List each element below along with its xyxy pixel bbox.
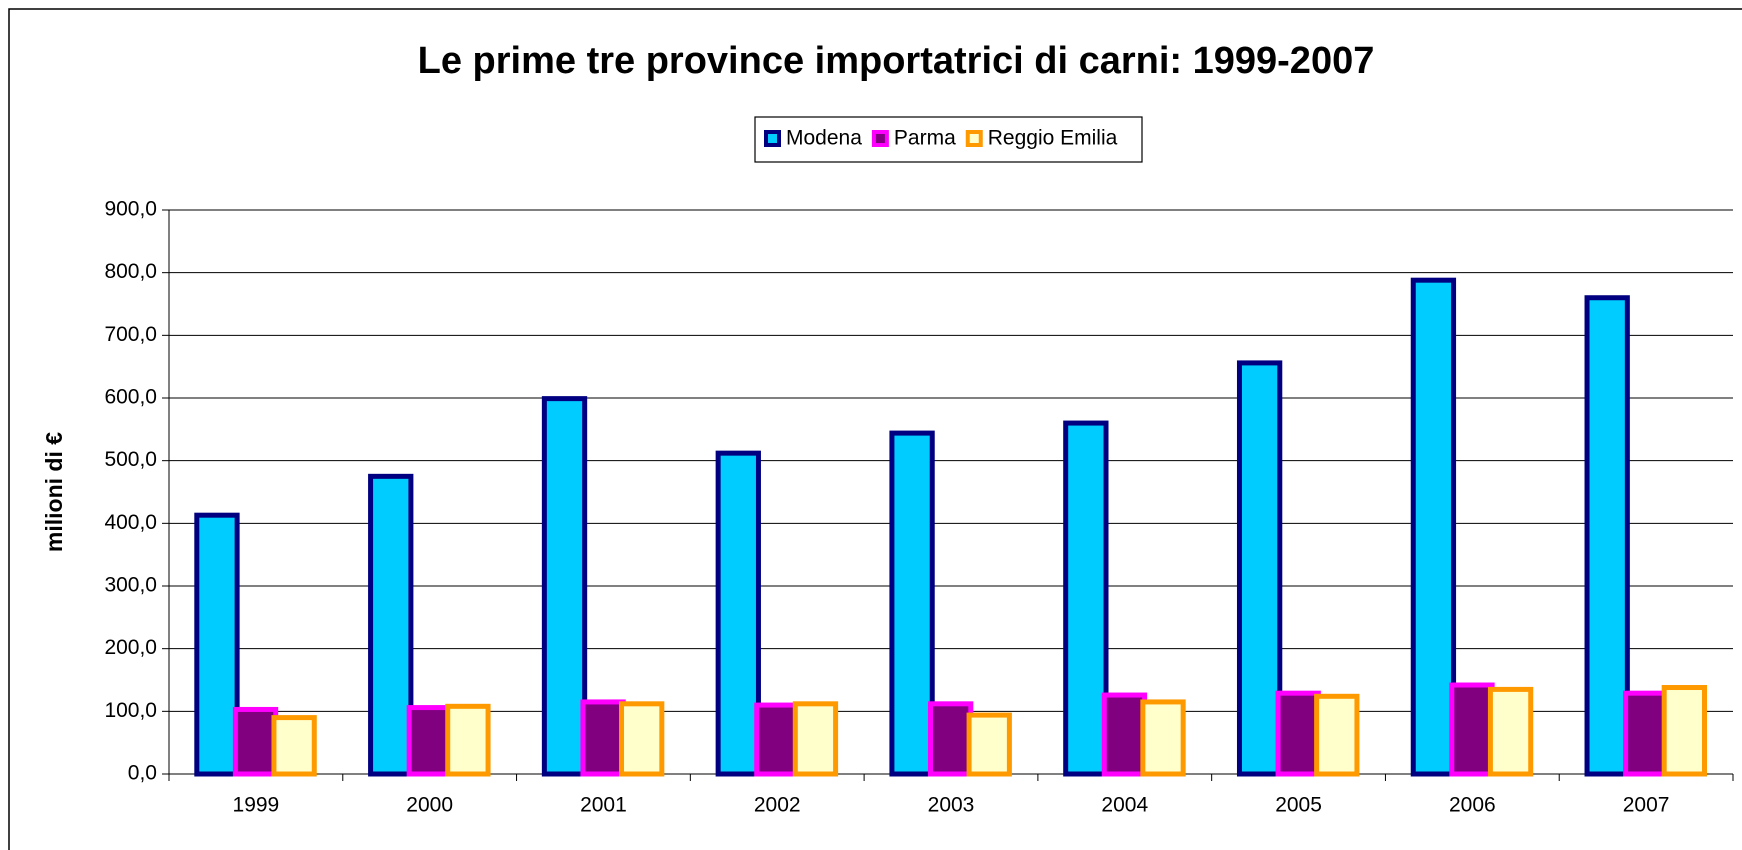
- bar: [1140, 699, 1186, 777]
- bar: [619, 701, 665, 777]
- x-tick-label: 2006: [1449, 794, 1496, 817]
- x-tick-label: 2005: [1275, 794, 1322, 817]
- bar: [271, 715, 317, 777]
- bar: [445, 703, 491, 777]
- y-tick-label: 200,0: [104, 636, 157, 659]
- bar: [1661, 685, 1708, 777]
- bar: [1584, 295, 1630, 777]
- y-tick-label: 400,0: [104, 511, 157, 534]
- bar: [792, 701, 839, 777]
- bar: [889, 430, 935, 777]
- legend-swatch: [764, 130, 781, 147]
- legend-label: Reggio Emilia: [988, 127, 1118, 150]
- legend-swatch: [965, 130, 983, 147]
- bar: [368, 473, 414, 777]
- x-tick-label: 2004: [1101, 794, 1148, 817]
- x-tick-label: 2000: [406, 794, 453, 817]
- bar: [1449, 682, 1495, 777]
- bar: [754, 702, 800, 777]
- x-tick-label: 1999: [233, 794, 280, 817]
- bar: [232, 706, 279, 777]
- bar: [1487, 686, 1534, 777]
- bar: [580, 699, 626, 777]
- bar: [1410, 277, 1457, 777]
- legend-label: Parma: [894, 127, 956, 150]
- x-tick-label: 2003: [928, 794, 975, 817]
- x-tick-label: 2001: [580, 794, 627, 817]
- bar: [715, 450, 761, 777]
- bar: [966, 712, 1012, 777]
- bar: [1314, 693, 1360, 777]
- chart-title: Le prime tre province importatrici di ca…: [418, 40, 1375, 82]
- legend-label: Modena: [786, 127, 862, 150]
- x-tick-label: 2002: [754, 794, 801, 817]
- y-tick-label: 300,0: [104, 574, 157, 597]
- bar: [406, 705, 452, 777]
- bar: [194, 512, 240, 777]
- bar: [1275, 690, 1321, 777]
- bar: [1063, 420, 1109, 777]
- y-tick-label: 100,0: [104, 699, 157, 722]
- y-tick-label: 700,0: [104, 323, 157, 346]
- legend-box: [754, 116, 1143, 163]
- y-tick-label: 800,0: [104, 260, 157, 283]
- bar: [1623, 690, 1669, 777]
- y-tick-label: 600,0: [104, 386, 157, 409]
- bar: [1101, 692, 1148, 777]
- y-tick-label: 0,0: [128, 762, 157, 785]
- y-tick-label: 500,0: [104, 448, 157, 471]
- bar: [541, 396, 588, 777]
- y-axis-label: milioni di €: [41, 432, 67, 552]
- legend-swatch: [871, 130, 889, 147]
- y-tick-label: 900,0: [104, 198, 157, 221]
- bar: [1236, 360, 1283, 777]
- x-tick-label: 2007: [1623, 794, 1670, 817]
- bar: [927, 701, 974, 777]
